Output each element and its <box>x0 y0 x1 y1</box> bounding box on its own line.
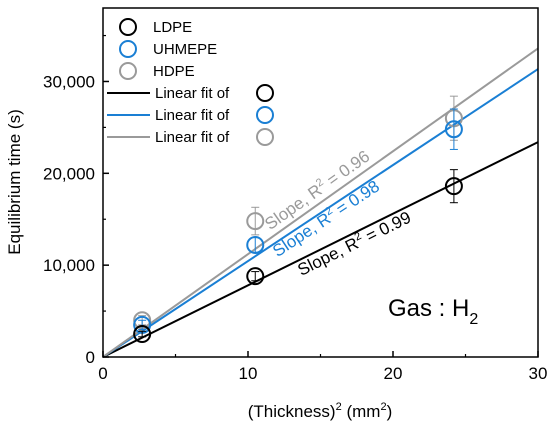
fit-line <box>102 141 539 358</box>
x-tick-label: 10 <box>239 364 258 383</box>
y-axis-title: Equilibrium time (s) <box>5 109 24 254</box>
y-tick-label: 20,000 <box>43 164 95 183</box>
legend-fit-label: Linear fit of <box>155 85 230 102</box>
x-axis-title-sup: 2 <box>336 401 342 413</box>
legend-fit-label: Linear fit of <box>155 107 230 124</box>
fit-annotation-sup: 2 <box>323 205 335 218</box>
data-point <box>444 120 463 139</box>
legend-label: HDPE <box>153 63 195 80</box>
gas-label: Gas : H2 <box>388 295 478 328</box>
legend-label: LDPE <box>153 19 192 36</box>
x-tick-label: 0 <box>98 364 107 383</box>
data-point <box>444 177 463 196</box>
x-tick-label: 30 <box>529 364 548 383</box>
legend-fit-label: Linear fit of <box>155 129 230 146</box>
x-axis-title-unit: (mm <box>342 402 381 421</box>
x-axis-title-unit-sup: 2 <box>380 401 386 413</box>
data-point <box>133 325 152 344</box>
legend-marker <box>119 62 137 80</box>
legend-marker <box>119 18 137 36</box>
data-point <box>246 212 265 231</box>
legend-fit-marker <box>256 84 274 102</box>
fit-line <box>102 47 539 358</box>
plot-content <box>102 47 539 358</box>
gas-label-sub: 2 <box>469 311 478 328</box>
legend: LDPE UHMEPE HDPE Linear fit of Linear fit of… <box>107 18 274 146</box>
x-axis: 0 10 20 30 <box>98 351 547 383</box>
legend-marker <box>119 40 137 58</box>
x-tick-label: 20 <box>384 364 403 383</box>
data-point <box>246 235 265 254</box>
x-axis-title-close: ) <box>387 402 393 421</box>
y-axis: 0 10,000 20,000 30,000 <box>43 34 109 367</box>
fit-line <box>102 68 539 358</box>
legend-label: UHMEPE <box>153 41 217 58</box>
y-tick-label: 10,000 <box>43 256 95 275</box>
gas-label-text: Gas : H <box>388 295 469 322</box>
x-axis-title-text: (Thickness) <box>248 402 336 421</box>
legend-fit-marker <box>256 128 274 146</box>
x-axis-title: (Thickness)2 (mm2) <box>248 401 393 421</box>
fit-annotation-sup: 2 <box>314 176 326 189</box>
fit-annotation-value: = 0.99 <box>359 208 414 248</box>
y-tick-label: 0 <box>86 348 95 367</box>
legend-fit-marker <box>256 106 274 124</box>
fit-annotation-sup: 2 <box>353 230 364 243</box>
data-point <box>246 267 265 286</box>
y-tick-label: 30,000 <box>43 72 95 91</box>
